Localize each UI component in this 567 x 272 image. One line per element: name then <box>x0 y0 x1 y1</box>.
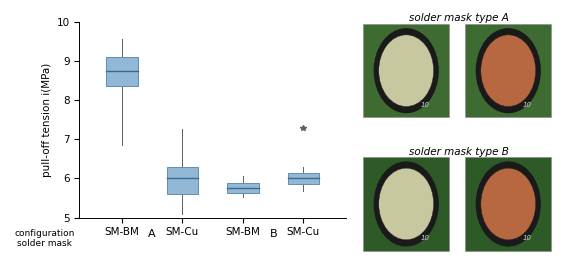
Text: SM-Cu: SM-Cu <box>494 45 523 54</box>
Bar <box>466 24 551 117</box>
Bar <box>466 157 551 251</box>
Bar <box>106 57 138 86</box>
Text: B: B <box>269 228 277 239</box>
Text: 10: 10 <box>523 102 532 108</box>
Bar <box>227 183 259 193</box>
Circle shape <box>379 35 434 107</box>
Circle shape <box>481 35 536 107</box>
Circle shape <box>379 168 434 240</box>
Text: A: A <box>148 228 156 239</box>
Text: 10: 10 <box>523 235 532 241</box>
Text: SM-BM: SM-BM <box>391 179 421 188</box>
Text: solder mask type B: solder mask type B <box>409 147 509 157</box>
Text: SM-BM: SM-BM <box>391 45 421 54</box>
Circle shape <box>476 161 541 246</box>
Circle shape <box>481 168 536 240</box>
Bar <box>167 167 198 194</box>
Circle shape <box>374 161 439 246</box>
Text: 10: 10 <box>421 235 430 241</box>
Text: 10: 10 <box>421 102 430 108</box>
Bar <box>363 24 449 117</box>
Circle shape <box>374 28 439 113</box>
Y-axis label: pull-off tension i(MPa): pull-off tension i(MPa) <box>43 63 52 177</box>
Text: solder mask type A: solder mask type A <box>409 13 509 23</box>
Bar <box>287 172 319 184</box>
Text: SM-Cu: SM-Cu <box>494 179 523 188</box>
Text: solder mask: solder mask <box>17 239 71 248</box>
Circle shape <box>476 28 541 113</box>
Text: configuration: configuration <box>14 228 74 237</box>
Bar <box>363 157 449 251</box>
